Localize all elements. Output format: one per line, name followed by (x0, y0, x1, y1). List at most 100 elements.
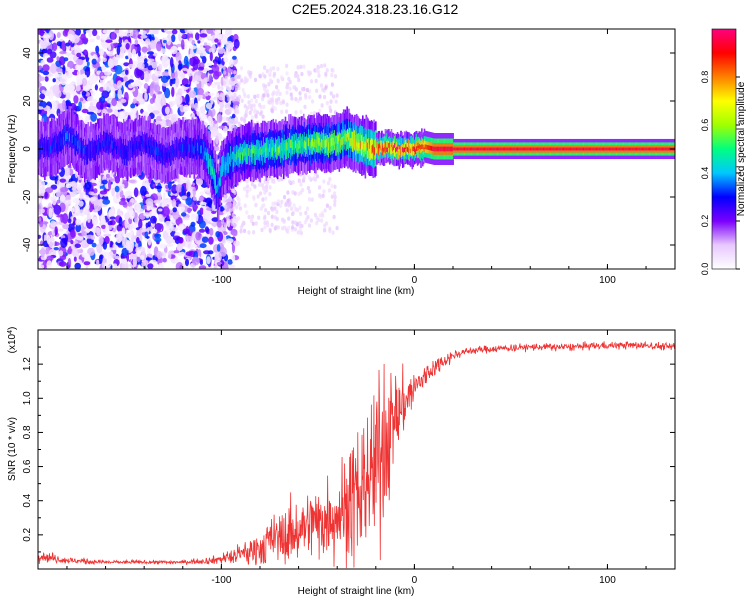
spectrogram-noise-cell (209, 51, 213, 62)
spectrogram-noise-cell (85, 234, 94, 239)
spectrogram-noise-cell (151, 36, 155, 41)
spectrogram-noise-cell (170, 45, 178, 55)
spectrogram-noise-cell (208, 74, 213, 86)
spectrogram-noise-cell (253, 94, 257, 100)
spectrogram-noise-cell (235, 217, 239, 223)
spectrogram-noise-cell (145, 193, 152, 197)
spectrogram-noise-cell (214, 251, 222, 263)
spectrogram-noise-cell (294, 72, 298, 78)
spectrogram-noise-cell (112, 90, 116, 100)
spectrogram-noise-cell (288, 179, 292, 184)
spectrogram-noise-cell (132, 98, 137, 104)
spectrogram-noise-cell (291, 210, 295, 216)
spectrogram-noise-cell (70, 229, 76, 238)
spectrogram-noise-cell (106, 53, 114, 57)
spectrogram-noise-cell (196, 94, 204, 99)
spectrogram-noise-cell (185, 94, 190, 104)
spectrogram-noise-cell (162, 257, 167, 263)
spectrogram-noise-cell (184, 84, 191, 88)
spectrogram-noise-cell (143, 70, 150, 82)
spectrogram-noise-cell (149, 215, 157, 224)
spectrogram-noise-cell (119, 111, 124, 117)
spectrogram-noise-cell (207, 115, 212, 123)
spectrogram-noise-cell (203, 188, 212, 193)
spectrogram-noise-cell (293, 220, 297, 225)
spectrogram-noise-cell (86, 96, 95, 103)
spectrogram-noise-cell (307, 197, 312, 202)
spectrogram-noise-cell (272, 206, 276, 211)
spectrogram-noise-cell (300, 223, 304, 229)
spectrogram-noise-cell (132, 48, 136, 58)
spectrogram-noise-cell (298, 96, 302, 101)
spectrogram-noise-cell (165, 189, 173, 193)
spectrogram-noise-cell (125, 69, 129, 76)
spectrogram-noise-cell (190, 221, 196, 227)
spectrogram-noise-cell (107, 221, 113, 226)
spectrogram-noise-cell (40, 208, 45, 214)
spectrogram-image (38, 29, 675, 269)
spectrogram-noise-cell (128, 209, 135, 220)
spectrogram-noise-cell (243, 203, 247, 208)
spectrogram-noise-cell (211, 217, 220, 222)
spectrogram-noise-cell (214, 56, 219, 62)
spectrogram-noise-cell (197, 87, 204, 96)
spectrogram-noise-cell (136, 237, 140, 244)
spectrogram-noise-cell (258, 73, 262, 79)
spectrogram-noise-cell (117, 88, 122, 100)
spectrogram-noise-cell (222, 198, 226, 203)
spectrogram-noise-cell (141, 46, 148, 53)
spectrogram-noise-cell (294, 110, 298, 115)
spectrogram-noise-cell (93, 188, 98, 194)
spectrogram-noise-cell (210, 97, 214, 105)
spectrogram-noise-cell (299, 109, 303, 115)
spectrogram-noise-cell (289, 92, 293, 97)
spectrogram-noise-cell (272, 179, 276, 185)
spectrogram-noise-cell (220, 92, 224, 97)
spectrogram-noise-cell (103, 70, 112, 76)
spectrogram-noise-cell (203, 42, 208, 47)
spectrogram-noise-cell (116, 224, 124, 232)
spectrogram-noise-cell (193, 81, 200, 85)
spectrogram-noise-cell (114, 64, 123, 75)
spectrogram-noise-cell (192, 196, 197, 201)
spectrogram-noise-cell (137, 246, 146, 252)
spectrogram-noise-cell (165, 243, 174, 247)
spectrogram-noise-cell (161, 71, 170, 77)
spectrogram-noise-cell (59, 261, 67, 267)
spectrogram-noise-cell (164, 220, 173, 230)
spectrogram-noise-cell (161, 81, 170, 87)
spectrogram-noise-cell (147, 238, 152, 246)
spectrogram-noise-cell (153, 199, 160, 204)
spectrogram-noise-cell (319, 83, 324, 88)
spectrogram-noise-cell (201, 78, 208, 84)
spectrogram-noise-cell (162, 192, 166, 199)
spectrogram-noise-cell (171, 29, 178, 35)
spectrogram-noise-cell (56, 228, 64, 232)
spectrogram-noise-cell (42, 64, 50, 72)
spectrogram-noise-cell (271, 92, 275, 97)
spectrogram-noise-cell (163, 39, 167, 44)
spectrogram-noise-cell (125, 43, 130, 50)
spectrogram-noise-cell (228, 122, 233, 128)
spectrogram-noise-cell (147, 263, 154, 269)
spectrogram-noise-cell (237, 121, 241, 127)
spectrogram-noise-cell (215, 92, 220, 98)
spectrogram-noise-cell (110, 32, 116, 40)
spectrogram-noise-cell (187, 182, 192, 192)
spectrogram-noise-cell (82, 59, 87, 67)
spectrogram-noise-cell (156, 115, 162, 122)
spectrogram-noise-cell (75, 58, 84, 66)
spectrogram-noise-cell (65, 42, 71, 47)
spectrogram-noise-cell (89, 182, 97, 187)
spectrogram-noise-cell (46, 255, 54, 261)
spectrogram-noise-cell (308, 95, 312, 100)
spectrogram-noise-cell (124, 190, 133, 199)
spectrogram-noise-cell (181, 33, 187, 39)
spectrogram-noise-cell (243, 80, 247, 85)
spectrogram-noise-cell (268, 78, 273, 83)
spectrogram-noise-cell (149, 40, 157, 50)
spectrogram-noise-cell (232, 55, 237, 60)
spectrogram-noise-cell (74, 243, 82, 249)
spectrogram-noise-cell (233, 101, 240, 105)
spectrogram-noise-cell (299, 190, 303, 195)
